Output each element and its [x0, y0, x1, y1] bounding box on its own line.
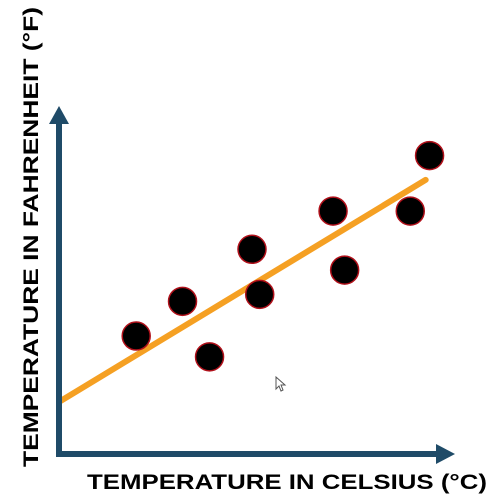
data-point — [244, 279, 275, 310]
trend-line — [56, 176, 429, 405]
x-axis-label: TEMPERATURE IN CELSIUS (°C) — [87, 471, 487, 494]
mouse-cursor-icon — [275, 375, 287, 392]
x-axis-arrowhead — [436, 444, 455, 464]
data-point — [167, 286, 198, 317]
data-points — [121, 140, 445, 372]
data-point — [237, 234, 267, 265]
data-point — [414, 140, 445, 171]
data-point — [194, 342, 225, 372]
data-point — [121, 321, 151, 351]
y-axis-arrowhead — [49, 106, 69, 124]
data-point — [318, 196, 348, 226]
data-point — [329, 255, 360, 285]
y-axis-label: TEMPERATURE IN FAHRENHEIT (°F) — [20, 7, 43, 467]
data-point — [395, 196, 426, 226]
trendline-layer — [56, 176, 429, 405]
